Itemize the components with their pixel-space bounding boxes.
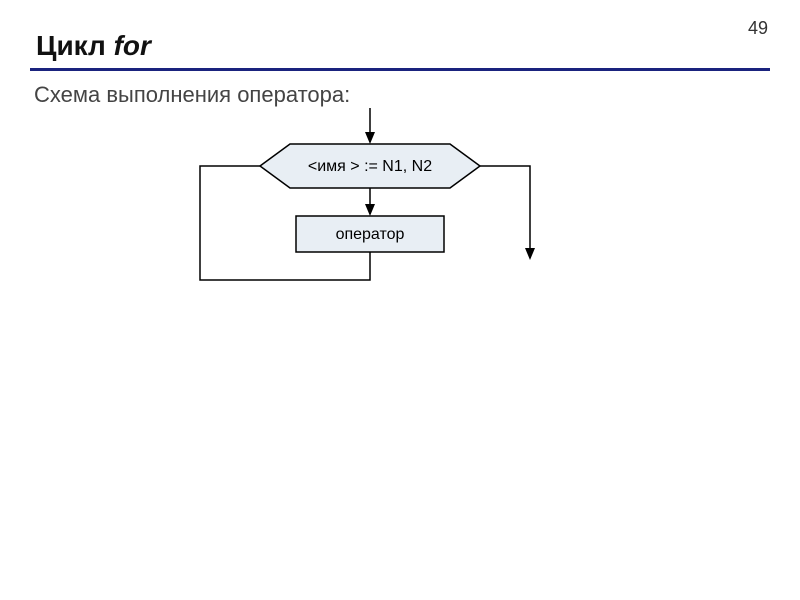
page-number: 49 (748, 18, 768, 39)
flowchart-diagram: <имя > := N1, N2 оператор (0, 100, 800, 360)
rect-label: оператор (336, 226, 405, 243)
page-title: Цикл for (36, 30, 151, 62)
title-italic: for (114, 30, 151, 61)
hexagon-label: <имя > := N1, N2 (308, 158, 432, 175)
title-main: Цикл (36, 30, 114, 61)
edge-exit (480, 166, 530, 258)
title-underline (30, 68, 770, 71)
slide: 49 Цикл for Схема выполнения оператора: … (0, 0, 800, 600)
